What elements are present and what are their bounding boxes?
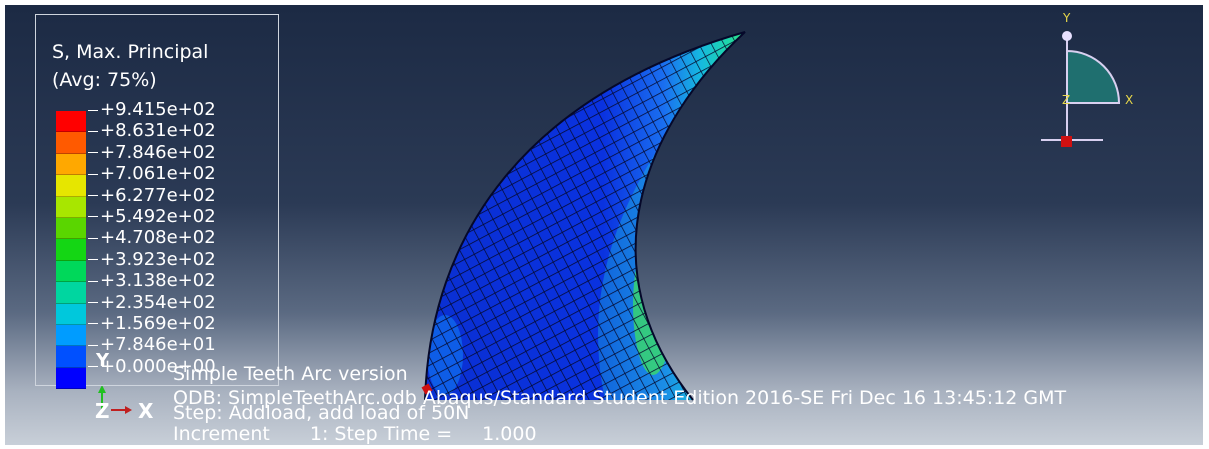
legend-tick-label: +7.061e+02	[88, 163, 216, 184]
legend-swatch	[56, 239, 86, 261]
legend-swatch	[56, 217, 86, 240]
triad-glyph	[98, 385, 132, 414]
legend-y-marker: Y	[96, 350, 110, 371]
triad-z-label: Z	[95, 399, 110, 423]
legend-swatch	[56, 324, 86, 347]
legend-title: S, Max. Principal	[52, 41, 209, 63]
step-time-value: 1.000	[482, 423, 537, 445]
legend-tick-label: +3.138e+02	[88, 270, 216, 291]
model-title: Simple Teeth Arc version	[173, 363, 408, 385]
legend-tick-label: +6.277e+02	[88, 185, 216, 206]
legend-color-bar	[56, 111, 86, 390]
stress-legend: S, Max. Principal (Avg: 75%) +9.415e+02 +…	[35, 14, 279, 390]
view-orientation-glyph	[1041, 31, 1121, 147]
legend-swatch	[56, 303, 86, 325]
legend-swatch	[56, 346, 86, 368]
legend-swatch	[56, 132, 86, 154]
increment-info-line: Increment 1: Step Time = 1.000	[173, 423, 537, 445]
legend-tick-label: +5.492e+02	[88, 206, 216, 227]
model-viewport[interactable]: S, Max. Principal (Avg: 75%) +9.415e+02 +…	[5, 5, 1203, 445]
tooth-body	[425, 32, 745, 400]
legend-swatch	[56, 282, 86, 304]
legend-tick-label: +8.631e+02	[88, 120, 216, 141]
odb-info-line: ODB: SimpleTeethArc.odb Abaqus/Standard …	[173, 387, 1067, 409]
legend-tick-label: +4.708e+02	[88, 227, 216, 248]
legend-swatch	[56, 367, 86, 390]
legend-swatch	[56, 153, 86, 176]
legend-tick-label: +7.846e+02	[88, 142, 216, 163]
triad-x-label: X	[138, 399, 154, 423]
legend-tick-label: +2.354e+02	[88, 292, 216, 313]
legend-tick-label: +9.415e+02	[88, 99, 216, 120]
view-z-label: Z	[1062, 93, 1071, 107]
legend-swatch	[56, 111, 86, 133]
legend-tick-labels: +9.415e+02 +8.631e+02 +7.846e+02 +7.061e+02…	[88, 99, 216, 377]
view-y-label: Y	[1063, 11, 1071, 25]
legend-swatch	[56, 196, 86, 218]
teeth-arc-mesh	[98, 31, 1121, 414]
increment-value: 1: Step Time =	[309, 423, 453, 445]
legend-averaging: (Avg: 75%)	[52, 69, 157, 91]
step-info-line: Step: Addload, add load of 50N	[173, 402, 470, 424]
legend-swatch	[56, 260, 86, 283]
legend-swatch	[56, 175, 86, 197]
legend-tick-label: +0.000e+00	[88, 356, 216, 377]
legend-tick-label: +3.923e+02	[88, 249, 216, 270]
legend-tick-label: +7.846e+01	[88, 334, 216, 355]
legend-tick-label: +1.569e+02	[88, 313, 216, 334]
view-x-label: X	[1125, 93, 1134, 107]
load-point-marker	[421, 383, 433, 395]
increment-label: Increment	[173, 423, 270, 445]
